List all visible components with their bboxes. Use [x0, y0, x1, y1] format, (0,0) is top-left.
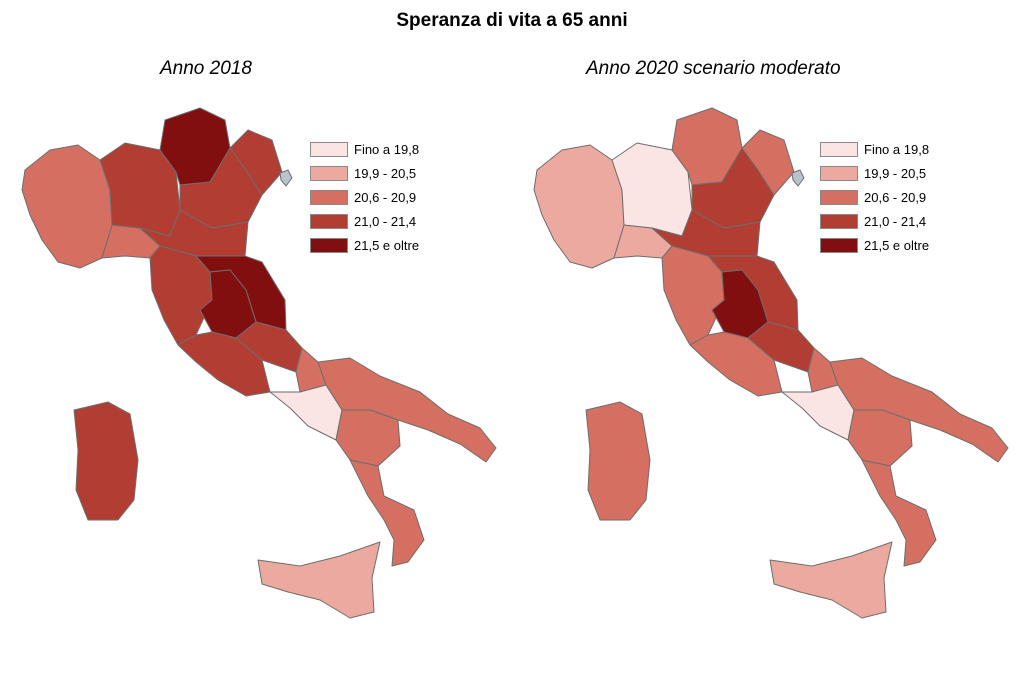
- region-sicily: [769, 541, 893, 619]
- legend-item: 20,6 - 20,9: [820, 185, 929, 209]
- legend-label: 19,9 - 20,5: [354, 165, 417, 181]
- map-panel-2020: Anno 2020 scenario moderato Fino a 19,8 …: [512, 0, 1024, 695]
- region-basilicata: [335, 409, 401, 467]
- legend-swatch: [820, 237, 858, 253]
- legend-swatch: [310, 141, 348, 157]
- map-subtitle: Anno 2020 scenario moderato: [586, 58, 841, 79]
- legend-label: 21,0 - 21,4: [864, 213, 927, 229]
- legend-label: 19,9 - 20,5: [864, 165, 927, 181]
- legend-label: 21,5 e oltre: [354, 237, 420, 253]
- legend-label: Fino a 19,8: [864, 141, 930, 157]
- region-lazio: [177, 331, 271, 397]
- legend: Fino a 19,8 19,9 - 20,5 20,6 - 20,9 21,0…: [310, 137, 419, 257]
- italy-map: [533, 107, 1009, 619]
- region-calabria: [861, 459, 937, 567]
- region-north-west: [21, 144, 113, 269]
- legend: Fino a 19,8 19,9 - 20,5 20,6 - 20,9 21,0…: [820, 137, 929, 257]
- main-title: Speranza di vita a 65 anni: [396, 10, 628, 31]
- region-basilicata: [847, 409, 913, 467]
- legend-label: 21,5 e oltre: [864, 237, 930, 253]
- legend-item: 21,0 - 21,4: [820, 209, 929, 233]
- legend-item: 20,6 - 20,9: [310, 185, 419, 209]
- region-sardinia: [73, 401, 139, 521]
- legend-label: Fino a 19,8: [354, 141, 420, 157]
- legend-swatch: [820, 165, 858, 181]
- legend-item: 19,9 - 20,5: [820, 161, 929, 185]
- legend-item: 21,0 - 21,4: [310, 209, 419, 233]
- lake: [791, 169, 805, 187]
- legend-swatch: [310, 213, 348, 229]
- legend-item: 21,5 e oltre: [310, 233, 419, 257]
- legend-item: 19,9 - 20,5: [310, 161, 419, 185]
- region-sicily: [257, 541, 381, 619]
- legend-item: 21,5 e oltre: [820, 233, 929, 257]
- region-calabria: [349, 459, 425, 567]
- italy-map: [21, 107, 497, 619]
- legend-label: 20,6 - 20,9: [354, 189, 417, 205]
- legend-swatch: [820, 189, 858, 205]
- region-north-west: [533, 144, 625, 269]
- legend-swatch: [820, 213, 858, 229]
- map-panel-2018: Anno 2018 Fino a 19,8 19,9 - 20,5 20,6 -…: [21, 58, 497, 619]
- region-lazio: [689, 331, 783, 397]
- legend-label: 21,0 - 21,4: [354, 213, 417, 229]
- legend-swatch: [310, 165, 348, 181]
- lake: [279, 169, 293, 187]
- legend-item: Fino a 19,8: [310, 137, 419, 161]
- legend-swatch: [820, 141, 858, 157]
- legend-swatch: [310, 237, 348, 253]
- region-sardinia: [585, 401, 651, 521]
- legend-label: 20,6 - 20,9: [864, 189, 927, 205]
- map-subtitle: Anno 2018: [160, 58, 252, 79]
- legend-swatch: [310, 189, 348, 205]
- legend-item: Fino a 19,8: [820, 137, 929, 161]
